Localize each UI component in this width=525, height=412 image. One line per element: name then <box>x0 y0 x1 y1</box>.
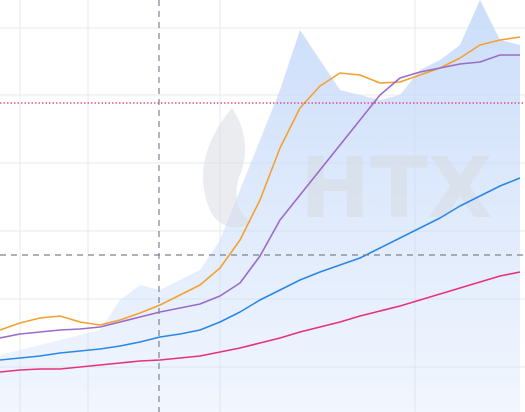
lines-layer <box>0 36 521 373</box>
line <box>0 177 521 361</box>
watermark-logo <box>203 108 252 228</box>
watermark: HTX <box>300 139 492 237</box>
line <box>0 54 520 339</box>
line <box>0 36 521 331</box>
line <box>0 271 521 373</box>
